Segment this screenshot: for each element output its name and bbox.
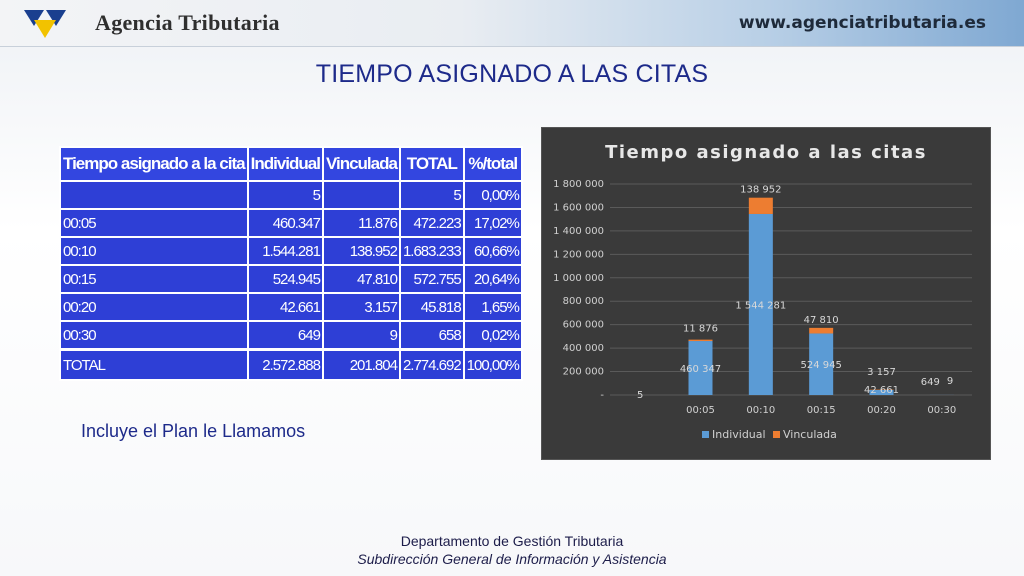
table-cell: 2.774.692 (398, 348, 465, 381)
data-label-individual: 42 661 (864, 385, 899, 396)
table-cell: 472.223 (398, 208, 465, 238)
data-label-vinculada: 9 (947, 376, 953, 387)
plan-note: Incluye el Plan le Llamamos (81, 421, 306, 441)
table-cell: 2.572.888 (246, 348, 324, 381)
table-cell: 00:20 (59, 292, 249, 322)
data-label-vinculada: 11 876 (683, 324, 718, 335)
bar-individual (809, 333, 834, 395)
x-tick-label: 00:30 (927, 405, 956, 416)
data-label-individual: 460 347 (680, 364, 721, 375)
table-total-row: TOTAL 2.572.888 201.804 2.774.692 100,00… (59, 348, 523, 381)
table-cell: 00:05 (59, 208, 249, 238)
legend-label-vinculada: Vinculada (783, 428, 837, 441)
table-cell: TOTAL (59, 348, 249, 381)
agencia-tributaria-logo-icon (24, 10, 66, 38)
footer-subdirection: Subdirección General de Información y As… (357, 551, 667, 567)
table-row: 00:05 460.347 11.876 472.223 17,02% (59, 208, 523, 238)
data-label-individual: 5 (637, 390, 643, 401)
slide-title: TIEMPO ASIGNADO A LAS CITAS (315, 60, 709, 88)
y-tick-label: 400 000 (563, 343, 604, 354)
table-row: 5 5 0,00% (59, 180, 523, 210)
table-cell: 649 (246, 320, 324, 351)
table-cell: 9 (321, 320, 401, 351)
table-cell: 00:15 (59, 264, 249, 294)
table-cell: 5 (246, 180, 324, 210)
table-cell: 658 (398, 320, 465, 351)
table-cell: 42.661 (246, 292, 324, 322)
table-cell: 100,00% (462, 348, 523, 381)
chart-svg: - 200 000 400 000 600 000 800 000 1 000 000 1 … (553, 179, 972, 441)
agency-name: Agencia Tributaria (95, 10, 280, 35)
bar-individual (869, 389, 894, 395)
table-row: 00:15 524.945 47.810 572.755 20,64% (59, 264, 523, 294)
table-row: 00:30 649 9 658 0,02% (59, 320, 523, 351)
table-cell: 524.945 (246, 264, 324, 294)
col-header-tiempo: Tiempo asignado a la cita (59, 146, 249, 182)
table-cell: 201.804 (321, 348, 401, 381)
table-cell: 00:10 (59, 236, 249, 266)
col-header-individual: Individual (246, 146, 324, 182)
table-cell (59, 180, 249, 210)
bar-vinculada (688, 339, 713, 342)
legend-swatch-vinculada (773, 431, 780, 438)
table-cell: 138.952 (321, 236, 401, 266)
footer-department: Departamento de Gestión Tributaria (400, 533, 624, 549)
bar-individual (748, 213, 773, 395)
table-cell: 5 (398, 180, 465, 210)
x-tick-label: 00:15 (807, 405, 836, 416)
x-tick-label: 00:10 (746, 405, 775, 416)
table-cell: 11.876 (321, 208, 401, 238)
table-cell (321, 180, 401, 210)
col-header-vinculada: Vinculada (321, 146, 401, 182)
table-cell: 20,64% (462, 264, 523, 294)
x-tick-label: 00:05 (686, 405, 715, 416)
table-row: 00:20 42.661 3.157 45.818 1,65% (59, 292, 523, 322)
table-cell: 45.818 (398, 292, 465, 322)
data-label-vinculada: 3 157 (867, 367, 896, 378)
header-banner: Agencia Tributaria www.agenciatributaria… (0, 0, 1024, 47)
table-cell: 17,02% (462, 208, 523, 238)
col-header-percent: %/total (462, 146, 523, 182)
table-row: 00:10 1.544.281 138.952 1.683.233 60,66% (59, 236, 523, 266)
table-cell: 60,66% (462, 236, 523, 266)
data-label-vinculada: 138 952 (740, 185, 781, 196)
bar-vinculada (809, 327, 834, 334)
y-tick-label: 200 000 (563, 367, 604, 378)
table-cell: 1.544.281 (246, 236, 324, 266)
agency-url[interactable]: www.agenciatributaria.es (738, 13, 986, 33)
data-label-vinculada: 47 810 (804, 315, 839, 326)
legend-swatch-individual (702, 431, 709, 438)
y-tick-label: - (600, 390, 604, 401)
y-tick-label: 1 400 000 (553, 226, 604, 237)
y-tick-label: 1 600 000 (553, 202, 604, 213)
x-tick-label: 00:20 (867, 405, 896, 416)
bar-vinculada (748, 197, 773, 214)
data-label-individual: 1 544 281 (735, 300, 786, 311)
col-header-total: TOTAL (398, 146, 465, 182)
table-cell: 1,65% (462, 292, 523, 322)
table-cell: 47.810 (321, 264, 401, 294)
table-cell: 460.347 (246, 208, 324, 238)
y-tick-label: 1 200 000 (553, 249, 604, 260)
data-label-individual: 524 945 (800, 360, 841, 371)
table-cell: 0,02% (462, 320, 523, 351)
citas-chart: Tiempo asignado a las citas - 200 000 400 … (541, 127, 991, 460)
bar-individual (688, 341, 713, 395)
y-tick-label: 800 000 (563, 296, 604, 307)
data-label-individual: 649 (921, 377, 940, 388)
y-tick-label: 600 000 (563, 320, 604, 331)
y-tick-label: 1 800 000 (553, 179, 604, 190)
chart-title: Tiempo asignado a las citas (605, 142, 927, 163)
table-cell: 572.755 (398, 264, 465, 294)
table-cell: 00:30 (59, 320, 249, 351)
table-cell: 3.157 (321, 292, 401, 322)
y-tick-label: 1 000 000 (553, 273, 604, 284)
legend-label-individual: Individual (712, 428, 766, 441)
table-cell: 1.683.233 (398, 236, 465, 266)
table-cell: 0,00% (462, 180, 523, 210)
citas-table: Tiempo asignado a la cita Individual Vin… (59, 146, 523, 381)
table-header-row: Tiempo asignado a la cita Individual Vin… (59, 146, 523, 182)
